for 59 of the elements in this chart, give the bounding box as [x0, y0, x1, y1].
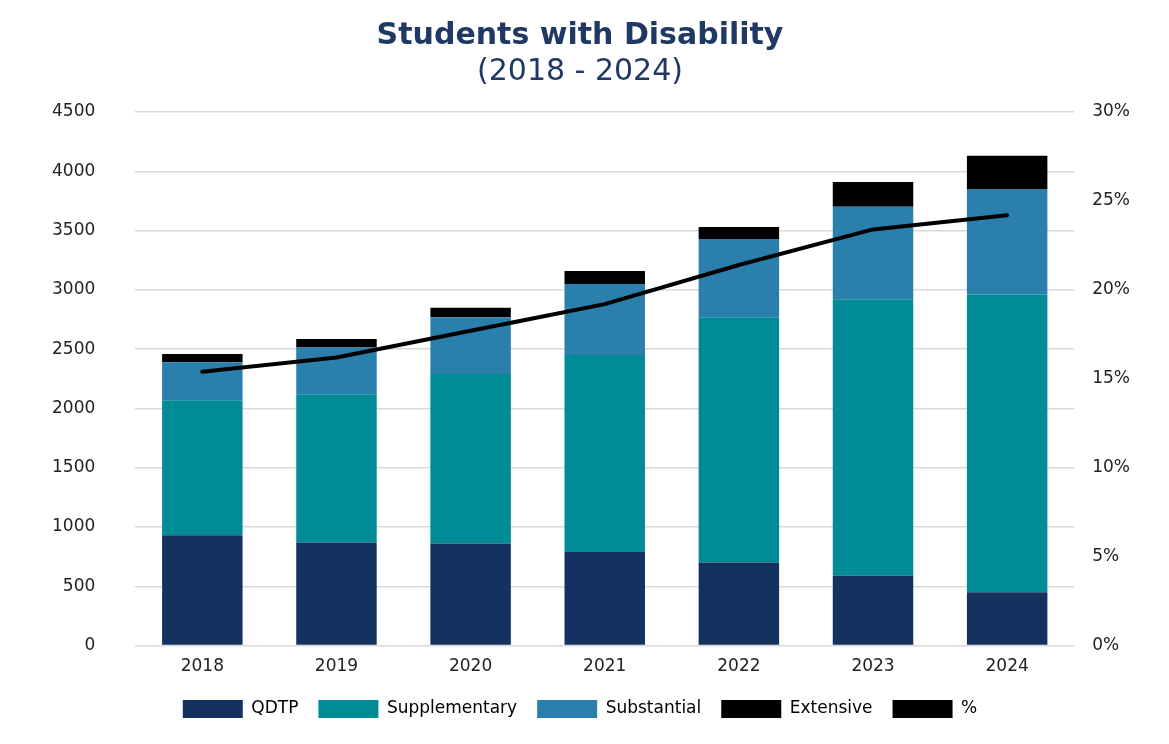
x-tick-label: 2024 — [985, 655, 1029, 676]
legend-label: QDTP — [251, 697, 299, 718]
legend-label: Supplementary — [386, 697, 518, 718]
bar — [162, 353, 243, 363]
y-tick-label: 2500 — [52, 337, 96, 358]
x-tick-label: 2018 — [180, 655, 224, 676]
y2-tick-label: 25% — [1092, 189, 1131, 210]
y-tick-label: 0 — [84, 634, 96, 655]
bar — [698, 562, 780, 645]
y2-tick-label: 5% — [1092, 545, 1120, 566]
bar — [296, 542, 377, 645]
y-tick-label: 3000 — [52, 278, 96, 299]
chart-subtitle: (2018 - 2024) — [476, 51, 684, 87]
y-tick-label: 1000 — [52, 515, 96, 536]
x-tick-label: 2021 — [583, 655, 627, 676]
y2-tick-label: 15% — [1092, 367, 1131, 388]
x-tick-label: 2022 — [717, 655, 761, 676]
bar — [430, 317, 511, 375]
bar — [296, 394, 377, 543]
bar — [564, 355, 645, 552]
x-tick-label: 2019 — [314, 655, 359, 676]
x-tick-label: 2023 — [851, 655, 895, 676]
y-tick-label: 1500 — [52, 456, 96, 477]
bar — [698, 238, 780, 318]
bar — [564, 283, 645, 356]
bar — [698, 227, 780, 239]
bar — [698, 317, 780, 563]
bar — [162, 535, 243, 645]
bar — [162, 400, 243, 536]
y-tick-label: 500 — [62, 574, 96, 595]
bar — [430, 543, 511, 645]
bar — [832, 206, 914, 300]
x-tick-label: 2020 — [448, 655, 493, 676]
y2-tick-label: 10% — [1092, 456, 1131, 477]
bar — [966, 189, 1048, 295]
bar — [564, 551, 645, 645]
bar — [162, 362, 243, 401]
bar — [966, 592, 1048, 645]
legend-label: % — [961, 697, 978, 718]
bar — [966, 294, 1048, 593]
legend-label: Extensive — [789, 697, 873, 718]
y2-tick-label: 20% — [1092, 278, 1131, 299]
chart-title: Students with Disability — [376, 15, 784, 51]
bar — [832, 181, 914, 207]
y-tick-label: 3500 — [52, 219, 96, 239]
legend-label: Substantial — [605, 697, 702, 718]
bar — [296, 339, 377, 348]
bar — [430, 307, 511, 318]
bar — [966, 155, 1048, 190]
bar — [430, 374, 511, 544]
bar — [832, 575, 914, 645]
y-tick-label: 4500 — [52, 100, 96, 121]
bar — [296, 347, 377, 395]
y-tick-label: 4000 — [52, 159, 96, 180]
y-tick-label: 2000 — [52, 396, 96, 417]
bar — [832, 299, 914, 576]
bar — [564, 270, 645, 284]
y2-tick-label: 0% — [1092, 634, 1120, 655]
y2-tick-label: 30% — [1092, 100, 1131, 121]
